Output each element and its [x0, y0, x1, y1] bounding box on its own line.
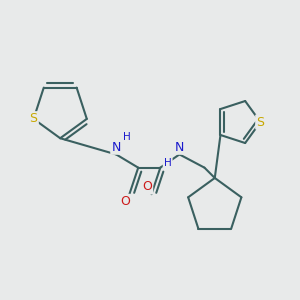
- Text: O: O: [120, 195, 130, 208]
- Text: H: H: [124, 132, 131, 142]
- Text: N: N: [175, 141, 184, 154]
- Text: N: N: [112, 141, 121, 154]
- Text: O: O: [142, 180, 152, 193]
- Text: H: H: [164, 158, 172, 168]
- Text: S: S: [256, 116, 264, 128]
- Text: S: S: [30, 112, 38, 125]
